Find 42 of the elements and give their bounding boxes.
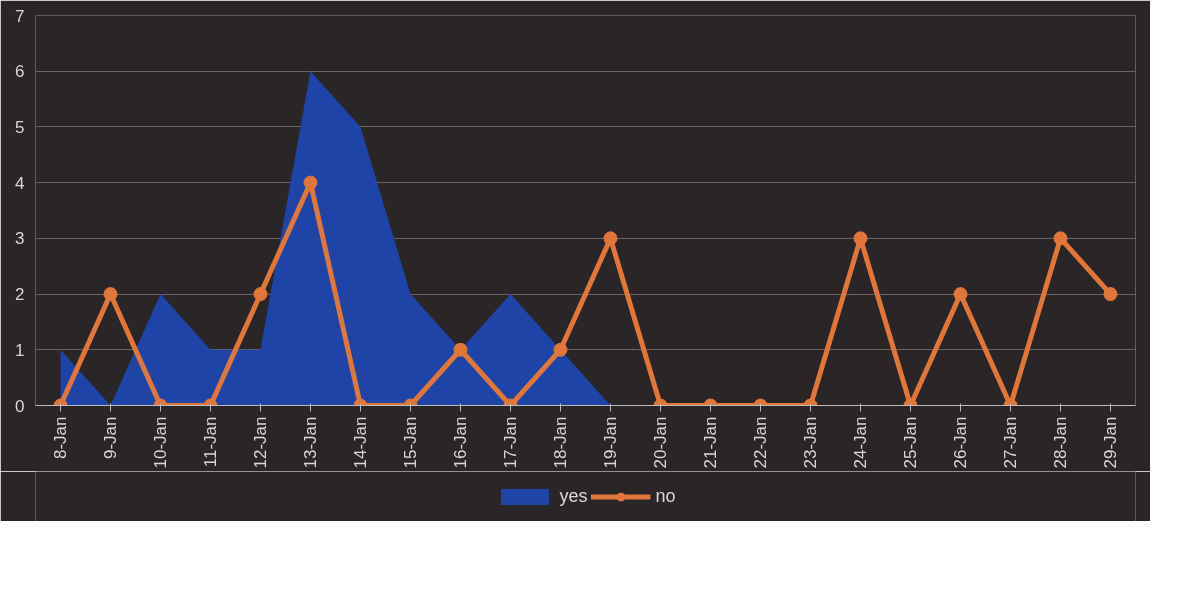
x-tick-label: 11-Jan [201,416,220,468]
point [303,175,318,190]
x-tick-label: 13-Jan [301,416,320,469]
point [953,287,968,302]
x-tick-label: 23-Jan [801,416,820,469]
x-tick-label: 19-Jan [601,416,620,469]
point [253,287,268,302]
point [1053,231,1068,246]
x-tick-label: 29-Jan [1101,416,1120,469]
x-tick-label: 24-Jan [851,416,870,469]
x-tick-label: 22-Jan [751,416,770,469]
x-tick-label: 18-Jan [551,416,570,469]
y-tick-label: 2 [15,285,25,305]
x-tick-label: 28-Jan [1051,416,1070,469]
legend-label: yes [559,485,588,507]
point [103,287,118,302]
x-tick-label: 12-Jan [251,416,270,469]
x-tick-label: 10-Jan [151,416,170,469]
x-tick-label: 20-Jan [651,416,670,469]
x-tick-label: 27-Jan [1001,416,1020,469]
point [603,231,618,246]
y-tick-label: 4 [15,173,25,193]
point [553,342,568,357]
x-tick-label: 17-Jan [501,416,520,469]
x-tick-label: 14-Jan [351,416,370,469]
x-tick-label: 8-Jan [51,416,70,460]
x-tick-label: 9-Jan [101,416,120,460]
y-tick-label: 1 [15,340,25,360]
y-tick-label: 7 [15,6,25,26]
x-tick-label: 15-Jan [401,416,420,469]
point [1103,287,1118,302]
legend-label: no [655,485,676,507]
point [453,342,468,357]
y-tick-label: 0 [15,396,25,416]
y-tick-label: 3 [15,229,25,249]
y-tick-label: 6 [15,62,25,82]
x-tick-label: 25-Jan [901,416,920,469]
x-tick-label: 26-Jan [951,416,970,469]
y-tick-label: 5 [15,117,25,137]
point [853,231,868,246]
x-tick-label: 21-Jan [701,416,720,469]
x-tick-label: 16-Jan [451,416,470,469]
